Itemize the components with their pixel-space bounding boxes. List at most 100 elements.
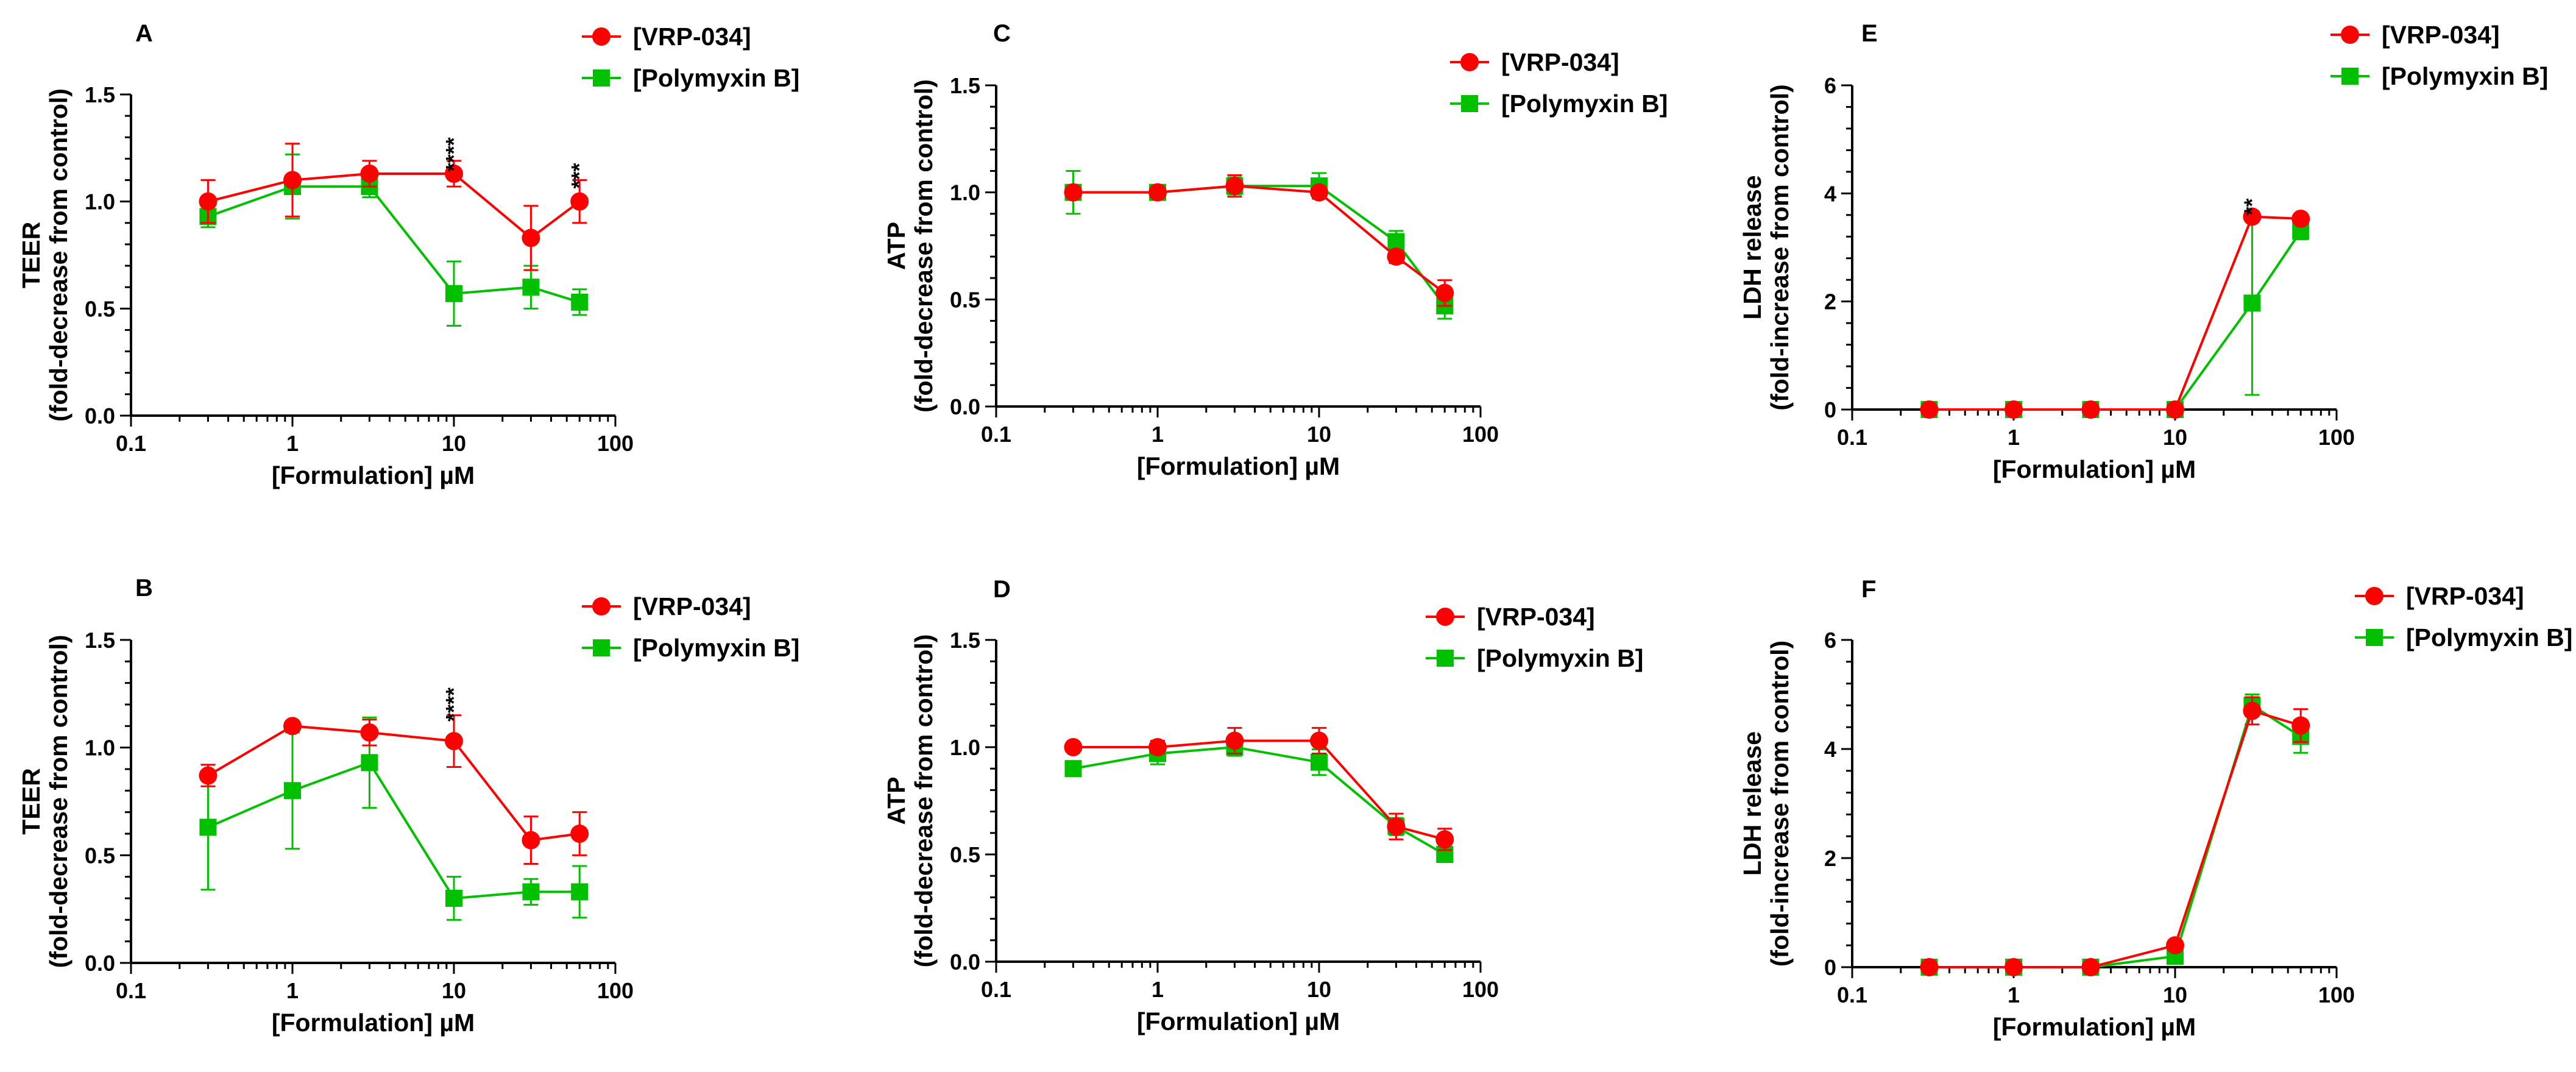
legend-entry-polymyxin-b: [Polymyxin B] xyxy=(2355,623,2572,651)
y-axis-label: LDH release xyxy=(1738,175,1766,319)
panel-letter: A xyxy=(135,20,153,47)
x-axis-label: [Formulation] µM xyxy=(1137,452,1340,480)
x-axis-label: [Formulation] µM xyxy=(1993,455,2196,483)
legend-entry-vrp-034: [VRP-034] xyxy=(1450,48,1619,76)
panel-letter: C xyxy=(993,20,1011,47)
series-vrp-034 xyxy=(1064,726,1454,851)
x-axis-label: [Formulation] µM xyxy=(272,1009,475,1037)
data-point xyxy=(283,717,302,736)
legend-label: [VRP-034] xyxy=(1501,48,1619,76)
x-tick-label: 100 xyxy=(597,978,634,1003)
y-tick-label: 0 xyxy=(1824,955,1836,980)
data-point xyxy=(1311,753,1328,771)
legend-marker xyxy=(1461,95,1478,112)
x-tick-label: 0.1 xyxy=(1837,425,1867,450)
series-vrp-034 xyxy=(1920,696,2310,976)
series-vrp-034 xyxy=(199,143,589,271)
y-tick-label: 1.0 xyxy=(950,180,980,205)
data-point xyxy=(522,883,540,901)
x-tick-label: 10 xyxy=(442,978,466,1003)
y-tick-label: 1.5 xyxy=(950,628,980,653)
data-point xyxy=(361,754,378,772)
chart-panel-e: E 0 2 4 6 0.1 1 10 100 [Formulation] µM LDH releas… xyxy=(1738,20,2548,483)
data-point xyxy=(570,825,589,843)
data-point xyxy=(1920,958,1939,976)
legend-marker xyxy=(593,69,610,87)
legend-marker xyxy=(2365,587,2383,605)
legend-marker xyxy=(592,597,610,616)
data-point xyxy=(2243,294,2261,312)
x-tick-label: 10 xyxy=(2163,982,2187,1007)
chart-panel-f: F 0 2 4 6 0.1 1 10 100 [Formulation] µM LDH releas… xyxy=(1738,576,2572,1041)
data-point xyxy=(1387,247,1406,266)
data-point xyxy=(522,279,540,296)
y-axis-sublabel: (fold-decrease from control) xyxy=(44,88,73,422)
x-axis-label: [Formulation] µM xyxy=(1137,1007,1340,1035)
x-tick-label: 1 xyxy=(1152,422,1164,447)
y-tick-label: 0.0 xyxy=(85,403,115,428)
data-point xyxy=(445,890,462,907)
legend-entry-vrp-034: [VRP-034] xyxy=(582,592,751,620)
legend-entry-vrp-034: [VRP-034] xyxy=(2330,21,2500,49)
series-line xyxy=(1929,230,2302,411)
y-tick-label: 0.0 xyxy=(85,951,115,976)
y-tick-label: 0.5 xyxy=(85,843,115,868)
data-point xyxy=(2166,936,2184,955)
x-tick-label: 0.1 xyxy=(116,431,146,456)
series-line xyxy=(207,725,580,842)
y-axis-sublabel: (fold-increase from control) xyxy=(1766,641,1794,967)
x-axis-label: [Formulation] µM xyxy=(1993,1013,2196,1041)
panel-letter: E xyxy=(1861,20,1878,47)
legend-label: [VRP-034] xyxy=(633,592,751,620)
y-tick-label: 0.0 xyxy=(950,394,980,419)
data-point xyxy=(1310,731,1328,750)
data-point xyxy=(1148,738,1167,756)
x-tick-label: 100 xyxy=(2318,425,2355,450)
data-point xyxy=(360,164,379,183)
legend-entry-polymyxin-b: [Polymyxin B] xyxy=(582,64,799,92)
data-point xyxy=(2081,400,2100,419)
y-axis-sublabel: (fold-increase from control) xyxy=(1766,84,1794,410)
x-tick-label: 1 xyxy=(286,978,299,1003)
y-tick-label: 2 xyxy=(1824,289,1836,314)
data-point xyxy=(284,782,301,800)
x-tick-label: 100 xyxy=(2318,982,2355,1007)
data-point xyxy=(522,229,540,247)
data-point xyxy=(570,192,589,211)
legend-entry-polymyxin-b: [Polymyxin B] xyxy=(1450,90,1668,118)
series-vrp-034 xyxy=(199,714,589,865)
y-tick-label: 0 xyxy=(1824,397,1836,422)
legend-label: [Polymyxin B] xyxy=(633,634,799,662)
legend-entry-polymyxin-b: [Polymyxin B] xyxy=(1426,644,1643,672)
data-point xyxy=(1435,283,1454,302)
data-point xyxy=(199,192,218,211)
x-tick-label: 10 xyxy=(1307,977,1331,1002)
significance-marker: **** xyxy=(441,687,466,722)
data-point xyxy=(522,831,540,850)
x-tick-label: 1 xyxy=(286,431,299,456)
legend-marker xyxy=(1436,608,1454,626)
legend-marker xyxy=(2341,26,2359,44)
series-vrp-034 xyxy=(1064,174,1454,307)
y-tick-label: 0.5 xyxy=(950,842,980,867)
x-tick-label: 100 xyxy=(597,431,634,456)
chart-panel-c: C 0.0 0.5 1.0 1.5 0.1 1 10 100 [Formulation] µM AT… xyxy=(882,20,1668,480)
x-tick-label: 0.1 xyxy=(981,422,1011,447)
x-tick-label: 0.1 xyxy=(1837,982,1867,1007)
y-axis-label: ATP xyxy=(882,777,910,825)
y-axis-label: TEER xyxy=(17,222,45,288)
x-axis-label: [Formulation] µM xyxy=(272,461,475,489)
legend-label: [VRP-034] xyxy=(2406,582,2524,610)
legend-entry-vrp-034: [VRP-034] xyxy=(582,23,751,51)
legend-label: [VRP-034] xyxy=(633,23,751,51)
chart-panel-b: B 0.0 0.5 1.0 1.5 0.1 1 10 100 [Formulation] µM TE… xyxy=(17,575,799,1037)
data-point xyxy=(2291,210,2310,229)
legend-entry-polymyxin-b: [Polymyxin B] xyxy=(582,634,799,662)
y-tick-label: 4 xyxy=(1824,181,1836,206)
data-point xyxy=(571,293,589,311)
data-point xyxy=(445,164,463,183)
data-point xyxy=(1064,760,1082,778)
legend-label: [Polymyxin B] xyxy=(1501,90,1668,118)
chart-panel-d: D 0.0 0.5 1.0 1.5 0.1 1 10 100 [Formulation] µM AT… xyxy=(882,576,1643,1035)
legend-marker xyxy=(592,27,610,46)
